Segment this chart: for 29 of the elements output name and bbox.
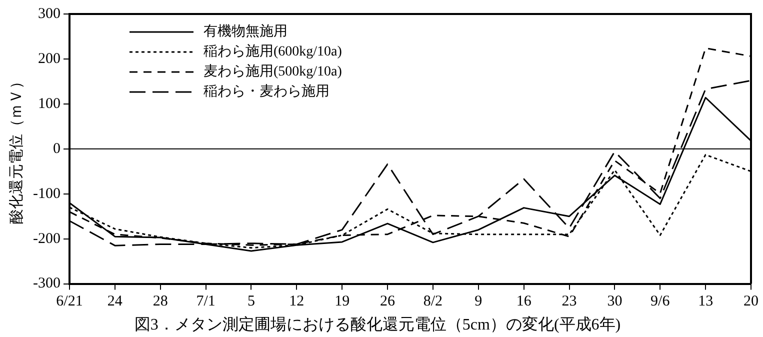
y-tick-label: 100 [38, 96, 60, 112]
x-tick-label: 30 [607, 294, 622, 310]
y-tick-label: 200 [38, 50, 60, 67]
y-tick-label: -300 [32, 276, 60, 292]
x-tick-label: 16 [516, 294, 532, 310]
x-tick-label: 7/1 [196, 294, 216, 310]
x-tick-label: 13 [698, 294, 714, 310]
x-tick-label: 6/21 [56, 294, 83, 310]
x-tick-label: 28 [152, 294, 168, 310]
x-tick-label: 24 [107, 294, 123, 310]
x-tick-label: 19 [334, 294, 350, 310]
y-tick-label: -100 [32, 186, 60, 202]
y-tick-label: 300 [38, 6, 60, 22]
y-tick-label: -200 [32, 230, 60, 247]
x-tick-label: 12 [289, 294, 304, 310]
y-tick-label: 0 [52, 140, 60, 157]
legend-label: 稲わら施用(600kg/10a) [203, 44, 342, 60]
legend-label: 麦わら施用(500kg/10a) [203, 64, 342, 80]
x-tick-label: 9 [474, 294, 482, 310]
legend-label: 稲わら・麦わら施用 [203, 84, 330, 100]
x-tick-label: 9/6 [650, 294, 670, 310]
x-tick-label: 26 [380, 294, 396, 310]
x-tick-label: 23 [562, 294, 577, 310]
x-tick-label: 20 [744, 294, 758, 310]
text: 図3．メタン測定圃場における酸化還元電位（5cm）の変化(平成6年) [134, 316, 621, 334]
legend-label: 有機物無施用 [203, 24, 288, 40]
y-axis-title: 酸化還元電位（ｍＶ） [8, 74, 25, 224]
x-tick-label: 8/2 [423, 294, 443, 310]
x-tick-label: 5 [247, 294, 255, 310]
